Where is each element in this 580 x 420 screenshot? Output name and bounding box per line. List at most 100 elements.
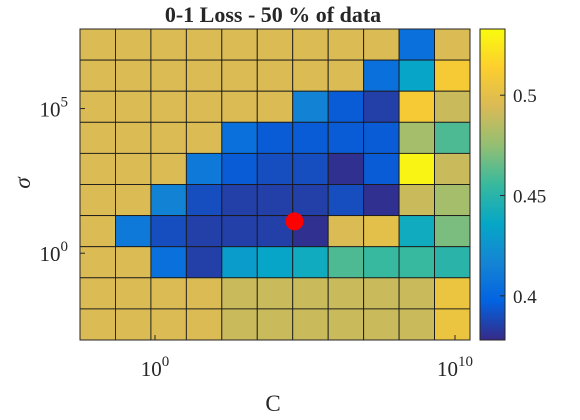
heatmap-cell: [185, 308, 223, 341]
heatmap-cell: [79, 59, 116, 92]
heatmap-cell: [292, 121, 329, 154]
heatmap-cell: [398, 215, 435, 248]
heatmap-cell: [363, 246, 400, 279]
heatmap-cell: [292, 90, 329, 123]
heatmap-cell: [398, 277, 435, 310]
heatmap-cell: [185, 184, 223, 217]
heatmap-cell: [327, 246, 365, 279]
plot-border: [79, 28, 471, 341]
heatmap-cell: [363, 152, 400, 185]
heatmap-cell: [114, 121, 152, 154]
heatmap-cell: [150, 152, 187, 185]
heatmap-cell: [114, 90, 152, 123]
heatmap-cell: [256, 152, 294, 185]
heatmap-cell: [185, 90, 223, 123]
heatmap-cell: [221, 59, 258, 92]
heatmap-cell: [327, 152, 365, 185]
heatmap-cell: [221, 308, 258, 341]
heatmap-cell: [363, 277, 400, 310]
heatmap-cell: [363, 121, 400, 154]
heatmap-cell: [114, 277, 152, 310]
heatmap-cell: [434, 277, 471, 310]
heatmap-cell: [114, 59, 152, 92]
heatmap-cell: [292, 59, 329, 92]
heatmap-cell: [79, 246, 116, 279]
y-tick-label: 100: [40, 239, 69, 266]
heatmap-cell: [150, 121, 187, 154]
heatmap-cell: [221, 90, 258, 123]
heatmap-cell: [327, 90, 365, 123]
heatmap-cell: [398, 246, 435, 279]
heatmap-cell: [185, 121, 223, 154]
heatmap-cell: [363, 28, 400, 61]
heatmap-cell: [185, 215, 223, 248]
heatmap-cell: [398, 121, 435, 154]
heatmap-cell: [398, 28, 435, 61]
heatmap-cell: [79, 277, 116, 310]
heatmap-cell: [79, 90, 116, 123]
heatmap-cell: [114, 184, 152, 217]
heatmap-cell: [256, 90, 294, 123]
heatmap-cell: [150, 184, 187, 217]
heatmap-cell: [221, 152, 258, 185]
heatmap-cell: [327, 184, 365, 217]
heatmap-cell: [292, 152, 329, 185]
heatmap-cell: [292, 308, 329, 341]
heatmap-cell: [221, 215, 258, 248]
y-tick-label: 105: [40, 95, 69, 122]
chart-title: 0-1 Loss - 50 % of data: [165, 2, 381, 27]
heatmap-cell: [221, 246, 258, 279]
heatmap-cell: [398, 308, 435, 341]
heatmap-cell: [256, 308, 294, 341]
heatmap-cell: [434, 121, 471, 154]
heatmap-cell: [79, 121, 116, 154]
heatmap-cell: [185, 277, 223, 310]
heatmap-cell: [327, 121, 365, 154]
y-axis-label: σ: [10, 176, 35, 189]
heatmap-cell: [434, 59, 471, 92]
heatmap-cell: [398, 59, 435, 92]
heatmap-cell: [363, 184, 400, 217]
colorbar-tick-label: 0.4: [513, 287, 537, 308]
heatmap-cell: [434, 152, 471, 185]
heatmap-cell: [150, 215, 187, 248]
heatmap-cell: [256, 28, 294, 61]
heatmap-cell: [363, 308, 400, 341]
x-tick-label: 1010: [437, 354, 473, 381]
heatmap-cell: [150, 90, 187, 123]
plot-frame: [79, 28, 471, 341]
heatmap-cell: [327, 59, 365, 92]
heatmap-cell: [398, 152, 435, 185]
heatmap-cell: [434, 215, 471, 248]
heatmap-cell: [79, 308, 116, 341]
heatmap-cell: [327, 277, 365, 310]
heatmap-cell: [434, 308, 471, 341]
heatmap-cell: [363, 59, 400, 92]
heatmap-cell: [114, 308, 152, 341]
heatmap-cell: [221, 184, 258, 217]
heatmap-cell: [292, 184, 329, 217]
y-tick-labels: 100 105: [40, 95, 85, 266]
heatmap-cell: [221, 121, 258, 154]
heatmap-cell: [150, 246, 187, 279]
x-tick-labels: 100 1010: [141, 335, 473, 381]
heatmap-cell: [114, 215, 152, 248]
heatmap-cell: [79, 184, 116, 217]
heatmap-cell: [185, 152, 223, 185]
heatmap-cell: [256, 121, 294, 154]
heatmap-cell: [114, 246, 152, 279]
heatmap-cell: [79, 215, 116, 248]
heatmap-cell: [256, 59, 294, 92]
heatmap-cell: [292, 277, 329, 310]
colorbar-tick-label: 0.5: [513, 86, 537, 107]
x-tick-label: 100: [141, 354, 170, 381]
colorbar-gradient: [479, 28, 506, 341]
heatmap-cell: [434, 28, 471, 61]
heatmap-cell: [292, 246, 329, 279]
x-axis-label: C: [265, 391, 280, 416]
heatmap-cell: [363, 215, 400, 248]
colorbar-tick-label: 0.45: [513, 187, 546, 208]
heatmap-cell: [327, 28, 365, 61]
heatmap-cell: [114, 152, 152, 185]
